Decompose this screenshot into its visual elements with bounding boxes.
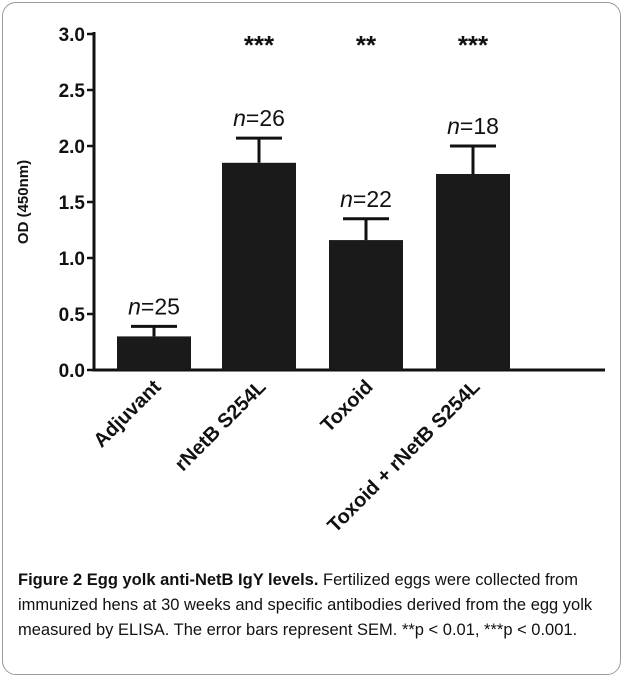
y-tick-label: 2.5 [59, 81, 86, 102]
n-label: n=25 [128, 293, 180, 319]
significance-label: *** [458, 30, 489, 60]
bar [329, 240, 403, 370]
y-tick-label: 2.0 [59, 137, 85, 158]
category-label: rNetB S254L [171, 376, 271, 476]
category-label: Adjuvant [89, 376, 165, 452]
significance-label: *** [244, 30, 275, 60]
category-label: Toxoid [317, 376, 378, 437]
bar [222, 162, 296, 370]
caption-title: Figure 2 Egg yolk anti-NetB IgY levels. [18, 571, 319, 589]
y-tick-label: 3.0 [59, 25, 85, 46]
y-tick-label: 0.0 [59, 361, 85, 382]
y-tick-label: 1.5 [59, 193, 86, 214]
bar [117, 336, 191, 370]
n-label: n=26 [233, 105, 285, 131]
bar [436, 174, 510, 370]
figure-caption: Figure 2 Egg yolk anti-NetB IgY levels. … [18, 568, 614, 643]
n-label: n=22 [340, 186, 392, 212]
n-label: n=18 [447, 113, 499, 139]
significance-label: ** [356, 30, 377, 60]
bar-chart: 0.0 0.5 1.0 1.5 2.0 2.5 3.0 OD (450nm) n=25 Adjuv… [15, 25, 605, 537]
y-tick-label: 0.5 [59, 305, 86, 326]
y-axis-label: OD (450nm) [15, 160, 32, 244]
caption-body: Fertilized eggs were collected from immu… [18, 571, 593, 639]
y-tick-label: 1.0 [59, 249, 85, 270]
